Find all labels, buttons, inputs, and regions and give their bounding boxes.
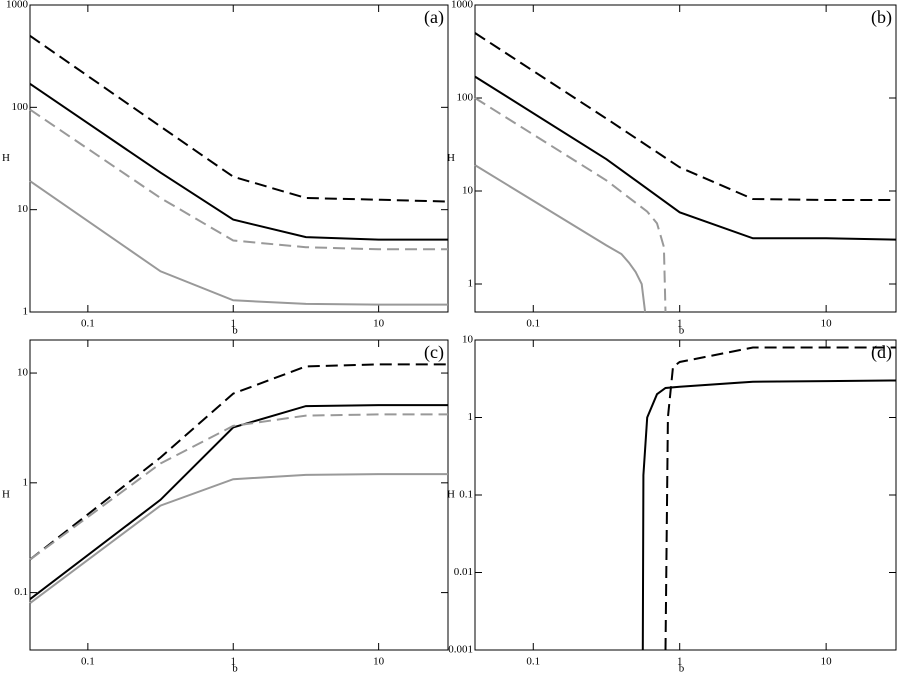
y-tick-label: 10 [462,185,474,197]
y-axis-label: H [2,152,10,164]
panel-label: (c) [424,342,444,363]
plot-frame [474,4,897,313]
y-axis-label: H [447,152,455,164]
panel-label: (a) [424,7,444,28]
x-tick-label: 0.1 [81,656,95,668]
y-tick-label: 100 [12,101,29,113]
x-axis-label: b [679,663,685,675]
data-line [29,180,448,306]
x-tick-label: 1 [230,318,236,330]
y-tick-label: 1 [468,278,474,290]
y-tick-label: 1 [23,476,29,488]
data-line [29,413,448,561]
y-axis-label: H [2,489,10,501]
x-tick-label: 10 [821,318,833,330]
x-tick-label: 10 [373,656,385,668]
x-tick-label: 10 [821,656,833,668]
panel-label: (b) [871,7,892,28]
data-line [29,108,448,251]
x-axis-label: b [679,325,685,337]
data-line [29,82,448,241]
x-tick-label: 0.1 [526,318,540,330]
data-line [29,34,449,203]
panel-label: (d) [871,342,892,363]
x-tick-label: 10 [373,318,385,330]
y-tick-label: 10 [462,334,474,346]
data-line [474,164,647,313]
x-tick-label: 1 [677,656,683,668]
data-line [664,346,896,651]
data-line [474,32,896,201]
data-line [641,379,897,651]
x-tick-label: 1 [677,318,683,330]
x-tick-label: 0.1 [526,656,540,668]
data-line [29,404,448,600]
y-axis-label: H [447,489,455,501]
x-axis-label: b [232,325,238,337]
y-tick-label: 1 [23,306,29,318]
x-tick-label: 1 [230,656,236,668]
y-tick-label: 10 [17,203,29,215]
y-tick-label: 10 [17,367,29,379]
y-tick-label: 1000 [451,0,474,11]
plot-frame [29,4,449,313]
y-tick-label: 0.01 [454,566,473,578]
plot-frame [29,339,449,651]
data-line [474,97,667,313]
y-tick-label: 1000 [6,0,29,11]
data-line [29,473,448,605]
y-tick-label: 0.001 [448,644,473,656]
y-tick-label: 1 [468,411,474,423]
y-tick-label: 0.1 [14,586,28,598]
x-tick-label: 0.1 [81,318,95,330]
y-tick-label: 100 [457,92,474,104]
x-axis-label: b [232,663,238,675]
data-line [29,363,448,561]
data-line [474,75,897,241]
y-tick-label: 0.1 [459,489,473,501]
